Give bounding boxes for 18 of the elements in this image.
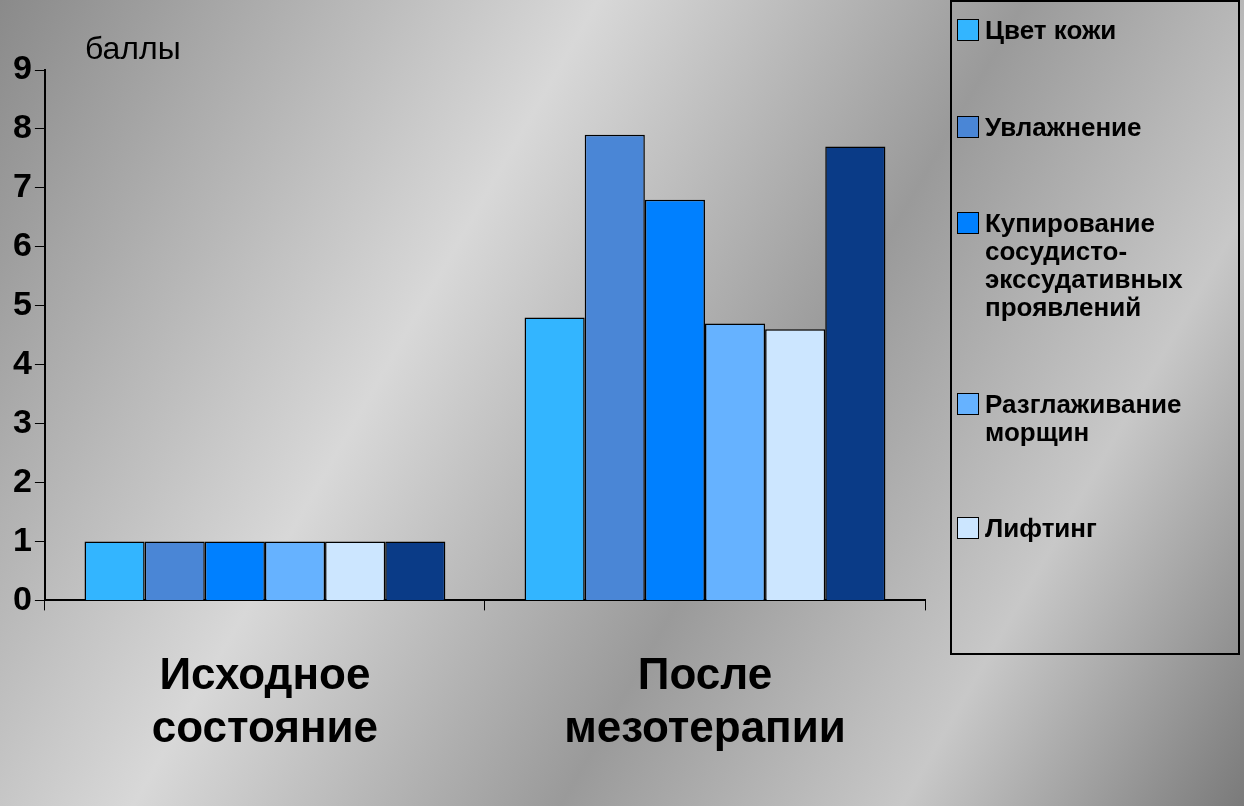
y-tick-label: 6 [12,225,32,264]
y-tick-label: 9 [12,48,32,87]
y-axis-title: баллы [84,29,181,66]
legend-label: Купирование сосудисто-экссудативных проявлений [985,208,1184,323]
x-tick-label: Исходное состояние [151,648,379,751]
y-tick-label: 3 [12,401,32,440]
legend-label: Цвет кожи [985,15,1117,45]
y-tick-label: 1 [12,519,32,558]
y-tick-label: 5 [12,284,32,323]
y-tick-label: 4 [12,343,32,382]
x-tick-label: После мезотерапии [564,648,846,751]
legend-label: Лифтинг [985,513,1097,544]
y-tick-label: 0 [12,578,32,617]
y-tick-label: 7 [12,166,32,205]
legend-label: Разглаживание морщин [985,388,1183,447]
y-tick-label: 8 [12,107,32,146]
y-tick-label: 2 [12,460,32,499]
legend-label: Увлажнение [985,111,1142,142]
